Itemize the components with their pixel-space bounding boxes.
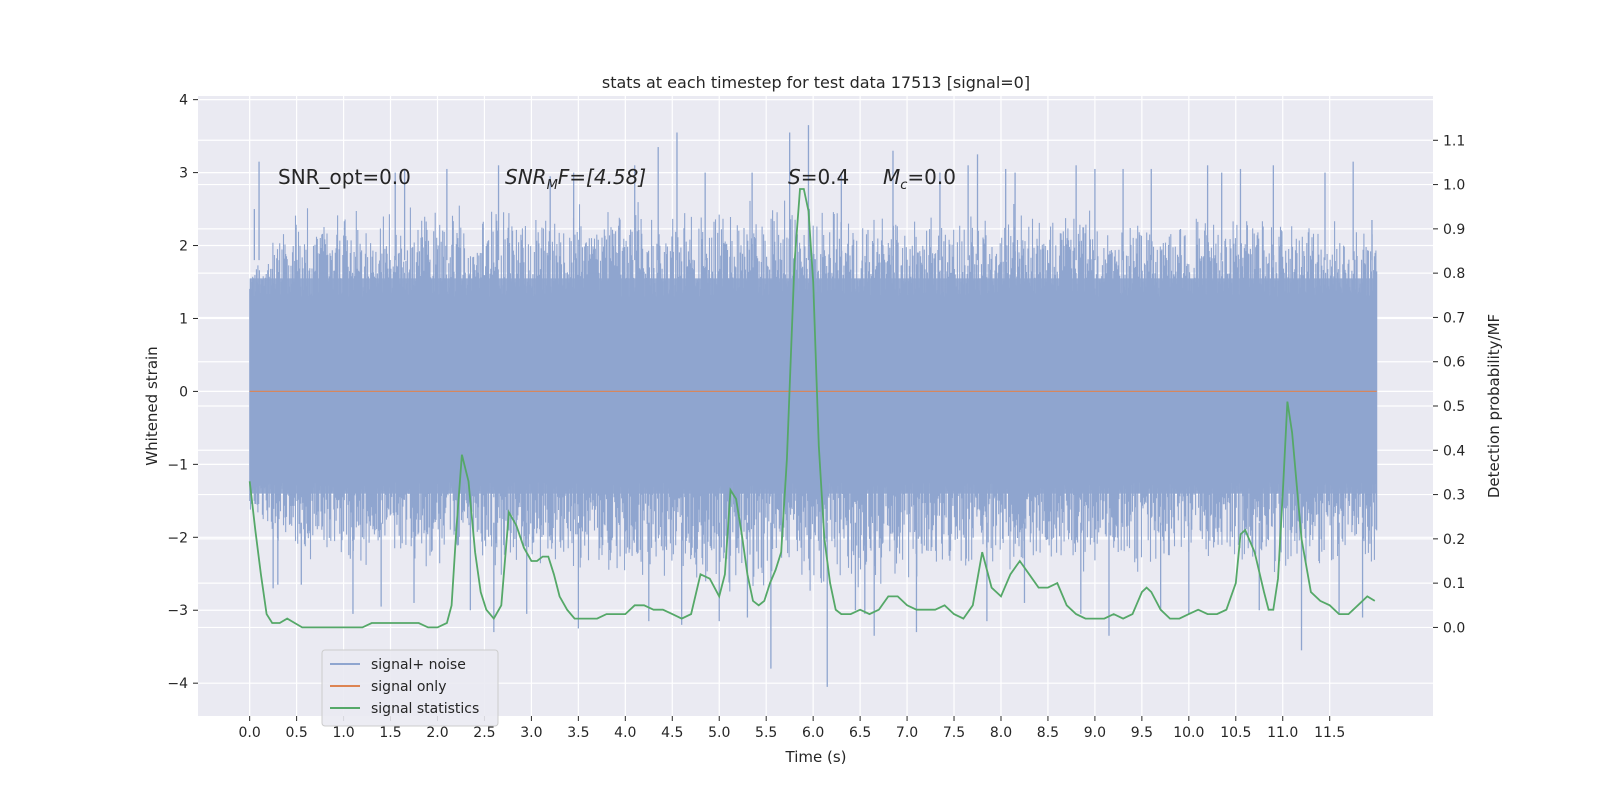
y-left-tick-label: −1 [167, 457, 188, 473]
annotation-snr-mf-rest: F=[4.58] [558, 165, 646, 189]
x-tick-label: 6.5 [849, 725, 871, 741]
y-axis-label-left: Whitened strain [143, 346, 161, 465]
annotation-mc-symbol: M [883, 165, 900, 189]
y-right-tick-label: 0.2 [1443, 532, 1465, 548]
legend-label-signal-only: signal only [371, 679, 446, 695]
annotation-snr-mf-sub: M [547, 178, 558, 193]
x-tick-label: 1.0 [332, 725, 354, 741]
y-right-tick-label: 0.3 [1443, 488, 1465, 504]
y-left-tick-label: 2 [179, 239, 188, 255]
legend: signal+ noise signal only signal statist… [321, 649, 499, 727]
annotation-snr-opt: SNR_opt=0.0 [278, 165, 411, 189]
x-tick-label: 8.5 [1037, 725, 1059, 741]
x-tick-label: 11.5 [1314, 725, 1345, 741]
y-left-tick-label: −2 [167, 530, 188, 546]
x-tick-label: 4.0 [614, 725, 636, 741]
y-right-tick-label: 0.8 [1443, 266, 1465, 282]
x-tick-label: 3.0 [520, 725, 542, 741]
y-right-tick-label: 1.1 [1443, 133, 1465, 149]
legend-box [321, 649, 499, 727]
y-right-tick-label: 0.6 [1443, 355, 1465, 371]
y-left-tick-label: −3 [167, 603, 188, 619]
x-tick-label: 5.5 [755, 725, 777, 741]
x-tick-label: 3.5 [567, 725, 589, 741]
y-right-tick-label: 0.5 [1443, 399, 1465, 415]
x-tick-label: 7.5 [943, 725, 965, 741]
x-axis-label: Time (s) [785, 748, 847, 766]
x-tick-label: 2.0 [426, 725, 448, 741]
x-tick-label: 5.0 [708, 725, 730, 741]
y-right-tick-label: 0.4 [1443, 443, 1465, 459]
x-tick-label: 10.0 [1173, 725, 1204, 741]
annotation-s: S=0.4 [788, 165, 849, 189]
x-tick-label: 10.5 [1220, 725, 1251, 741]
x-tick-label: 11.0 [1267, 725, 1298, 741]
y-left-tick-label: 3 [179, 166, 188, 182]
series-signal-statistics [248, 188, 1376, 629]
annotation-s-value: =0.4 [801, 165, 850, 189]
x-tick-label: 6.0 [802, 725, 824, 741]
y-axis-label-right: Detection probability/MF [1485, 314, 1503, 498]
y-left-tick-label: 0 [179, 384, 188, 400]
tick-layer: 0.0 0.5 1.0 1.5 2.0 2.5 3.0 3.5 4.0 4.5 5.0 5.5 6.0 6… [167, 93, 1465, 741]
series-signal-noise [249, 125, 1378, 687]
y-right-tick-label: 0.0 [1443, 620, 1465, 636]
x-tick-label: 0.5 [285, 725, 307, 741]
annotation-mc-value: =0.0 [907, 165, 956, 189]
annotation-s-symbol: S [788, 165, 801, 189]
y-right-tick-label: 0.9 [1443, 222, 1465, 238]
x-tick-label: 0.0 [239, 725, 261, 741]
annotation-mc: Mc=0.0 [883, 165, 956, 193]
legend-label-signal-noise: signal+ noise [371, 657, 466, 673]
y-right-tick-label: 1.0 [1443, 178, 1465, 194]
x-tick-label: 2.5 [473, 725, 495, 741]
y-right-tick-label: 0.1 [1443, 576, 1465, 592]
y-left-tick-label: −4 [167, 676, 188, 692]
annotation-snr-mf: SNRMF=[4.58] [505, 165, 646, 193]
chart-title: stats at each timestep for test data 175… [602, 73, 1030, 92]
annotation-snr-mf-base: SNR [505, 165, 547, 189]
x-tick-label: 9.0 [1084, 725, 1106, 741]
x-tick-label: 4.5 [661, 725, 683, 741]
legend-label-signal-statistics: signal statistics [371, 701, 479, 717]
y-left-tick-label: 1 [179, 311, 188, 327]
y-right-tick-label: 0.7 [1443, 310, 1465, 326]
x-tick-label: 8.0 [990, 725, 1012, 741]
x-tick-label: 9.5 [1131, 725, 1153, 741]
y-left-tick-label: 4 [179, 93, 188, 109]
annotation-mc-sub: c [900, 178, 907, 193]
x-tick-label: 1.5 [379, 725, 401, 741]
series-layer [248, 125, 1378, 687]
x-tick-label: 7.0 [896, 725, 918, 741]
